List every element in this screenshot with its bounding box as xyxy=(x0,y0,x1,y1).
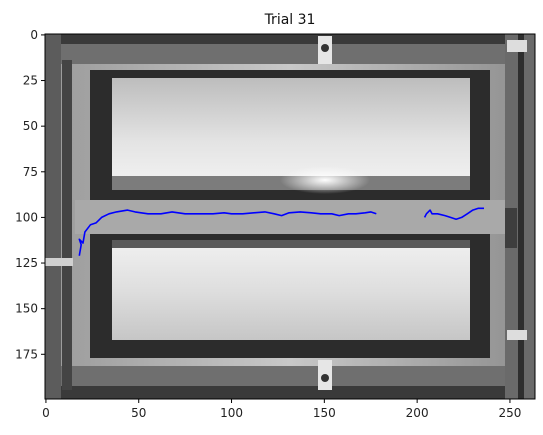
axes-frame xyxy=(44,33,536,400)
x-tick-label: 0 xyxy=(42,406,50,420)
trajectory-segment-1 xyxy=(78,209,377,256)
y-tick-label: 50 xyxy=(23,119,38,133)
y-tick-label: 125 xyxy=(15,256,38,270)
y-tick-label: 100 xyxy=(15,210,38,224)
x-tick-label: 250 xyxy=(498,406,521,420)
background-image xyxy=(45,34,535,399)
y-tick-label: 25 xyxy=(23,74,38,88)
x-tick-label: 50 xyxy=(131,406,146,420)
x-tick-label: 200 xyxy=(406,406,429,420)
x-axis: 0 50 100 150 200 250 xyxy=(42,399,521,420)
y-tick-label: 175 xyxy=(15,347,38,361)
trajectory-series xyxy=(78,207,484,256)
y-tick-label: 0 xyxy=(30,28,38,42)
y-tick-label: 150 xyxy=(15,302,38,316)
y-tick-label: 75 xyxy=(23,165,38,179)
y-axis: 0 25 50 75 100 125 150 175 xyxy=(15,28,45,361)
trajectory-segment-2 xyxy=(423,207,484,220)
chart-title: Trial 31 xyxy=(264,12,316,28)
x-tick-label: 100 xyxy=(220,406,243,420)
x-tick-label: 150 xyxy=(313,406,336,420)
